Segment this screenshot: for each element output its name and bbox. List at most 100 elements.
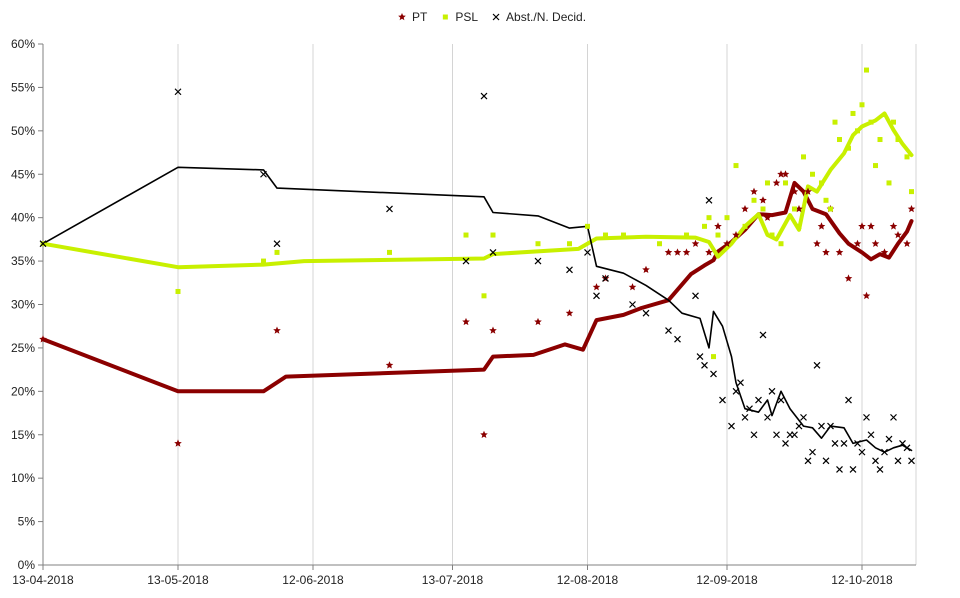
data-point-abst — [791, 431, 798, 439]
data-point-pt — [817, 222, 826, 230]
data-point-pt — [844, 274, 853, 282]
data-point-psl — [904, 154, 910, 160]
data-point-psl — [603, 232, 608, 238]
data-point-pt — [795, 205, 803, 213]
data-point-pt — [781, 170, 790, 178]
data-point-abst — [845, 396, 852, 404]
data-point-abst — [858, 448, 866, 456]
data-point-abst — [885, 435, 893, 443]
data-point-pt — [772, 178, 781, 187]
y-axis-tick-labels: 0% 5% 10% 15% 20% 25% 30% 35% 40% 45% 50% 55% 60% — [11, 37, 35, 572]
data-point-abst — [840, 440, 848, 447]
y-tick-label: 50% — [11, 124, 35, 138]
data-point-abst — [593, 292, 600, 300]
data-point-pt — [853, 239, 862, 247]
data-point-abst — [750, 431, 758, 439]
data-point-pt — [763, 213, 772, 221]
data-point-pt — [759, 196, 767, 204]
data-point-abst — [813, 361, 821, 369]
axes — [38, 43, 916, 570]
data-point-abst — [827, 422, 834, 430]
data-point-psl — [846, 145, 851, 151]
data-point-abst — [642, 309, 650, 317]
data-point-pt — [777, 170, 785, 178]
data-point-psl — [877, 137, 883, 143]
legend-label-psl: PSL — [455, 10, 478, 24]
data-point-psl — [742, 223, 748, 229]
data-point-psl — [895, 137, 901, 143]
data-point-pt — [39, 335, 47, 343]
data-point-psl — [621, 232, 626, 238]
data-point-psl — [463, 232, 469, 238]
data-point-abst — [728, 422, 735, 430]
data-point-pt — [664, 248, 673, 256]
series-line-psl — [41, 111, 914, 270]
data-point-abst — [746, 405, 753, 413]
data-point-abst — [705, 196, 713, 204]
data-point-psl — [702, 223, 707, 229]
data-point-psl — [819, 180, 824, 186]
data-point-psl — [733, 163, 739, 169]
data-point-psl — [274, 249, 280, 255]
data-point-psl — [855, 128, 860, 134]
data-point-abst — [386, 205, 393, 213]
x-tick-label: 12-10-2018 — [831, 573, 893, 587]
data-point-abst — [710, 370, 717, 378]
data-point-pt — [813, 239, 821, 247]
data-point-abst — [818, 422, 825, 430]
data-point-psl — [760, 206, 766, 212]
data-point-pt — [835, 248, 844, 256]
data-point-pt — [750, 187, 758, 195]
vertical-gridlines — [177, 44, 917, 565]
data-point-pt — [534, 317, 542, 326]
data-point-pt — [862, 291, 871, 300]
y-tick-label: 15% — [11, 428, 35, 442]
data-point-abst — [696, 353, 704, 361]
data-point-psl — [823, 197, 829, 203]
data-point-abst — [849, 466, 857, 473]
data-point-psl — [490, 232, 496, 238]
y-tick-label: 40% — [11, 211, 35, 225]
y-tick-label: 5% — [18, 515, 36, 529]
data-point-psl — [585, 223, 590, 229]
data-point-abst — [759, 331, 767, 339]
data-point-abst — [831, 440, 839, 447]
data-point-psl — [850, 110, 856, 116]
data-point-abst — [260, 170, 267, 178]
data-point-abst — [903, 444, 911, 452]
data-point-abst — [795, 422, 803, 430]
data-point-psl — [261, 258, 266, 264]
data-point-abst — [732, 387, 740, 395]
data-point-pt — [489, 326, 497, 334]
x-tick-label: 12-06-2018 — [282, 573, 344, 587]
data-point-abst — [566, 266, 573, 274]
data-point-pt — [642, 265, 650, 273]
data-point-psl — [724, 215, 730, 221]
data-point-pt — [907, 205, 916, 213]
data-point-psl — [706, 215, 712, 221]
data-point-abst — [773, 431, 780, 439]
data-point-pt — [894, 231, 902, 239]
data-point-pt — [804, 187, 812, 195]
data-point-abst — [39, 240, 47, 248]
data-point-pt — [732, 231, 740, 239]
data-point-abst — [777, 396, 785, 404]
data-point-abst — [804, 457, 812, 465]
data-point-abst — [876, 466, 884, 473]
data-point-abst — [462, 257, 470, 265]
data-point-psl — [792, 206, 797, 212]
y-tick-label: 20% — [11, 384, 35, 398]
legend: PT PSL Abst./N. Decid. — [398, 10, 586, 24]
data-point-pt — [903, 239, 911, 247]
data-point-pt — [723, 239, 731, 247]
legend-marker-psl — [442, 14, 448, 20]
data-point-abst — [480, 92, 488, 100]
data-point-pt — [858, 222, 866, 230]
data-point-pt — [889, 222, 898, 230]
data-point-pt — [682, 248, 691, 256]
series-line-abst — [42, 166, 913, 453]
data-point-abst — [489, 248, 497, 256]
data-point-pt — [592, 283, 601, 291]
data-point-psl — [567, 241, 572, 247]
data-point-pt — [705, 248, 713, 256]
